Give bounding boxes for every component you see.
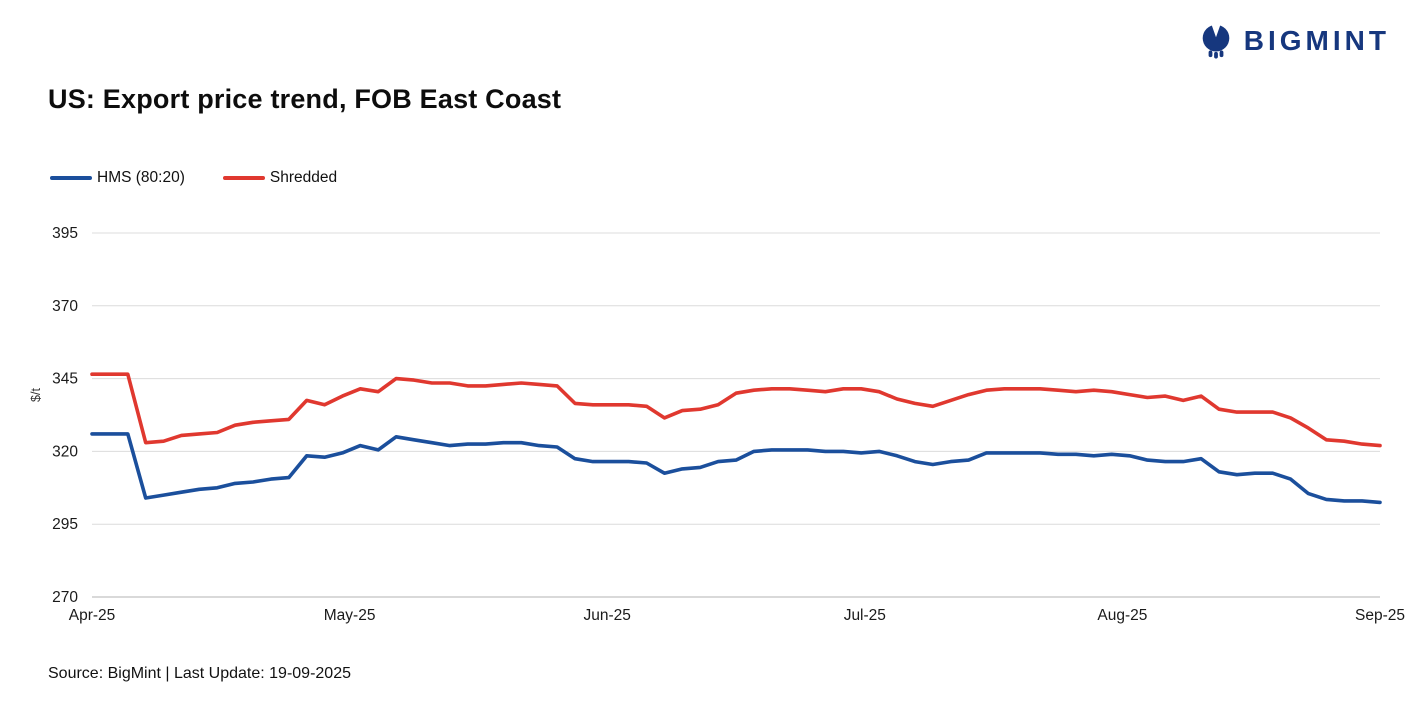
legend-swatch-shredded <box>222 176 265 180</box>
y-tick-label: 320 <box>52 443 78 460</box>
y-tick-label: 370 <box>52 298 78 315</box>
chart-area: 270 295 320 345 370 395 Apr-25 May-25 Jun-25 Jul-… <box>0 200 1416 640</box>
brand-logo: BIGMINT <box>1197 22 1390 60</box>
y-tick-label: 270 <box>52 589 78 606</box>
price-chart: 270 295 320 345 370 395 Apr-25 May-25 Jun-25 Jul-… <box>52 225 1405 624</box>
series-line-hms <box>90 432 1382 505</box>
x-tick-label: Sep-25 <box>1355 607 1405 624</box>
legend-item-hms: HMS (80:20) <box>50 166 185 190</box>
legend-label-shredded: Shredded <box>269 169 338 186</box>
legend-label-hms: HMS (80:20) <box>97 169 185 186</box>
y-tick-label: 395 <box>52 225 78 242</box>
x-tick-label: Jun-25 <box>583 607 630 624</box>
legend-item-shredded: Shredded <box>222 166 338 190</box>
chart-legend: HMS (80:20) Shredded <box>50 166 337 190</box>
y-tick-label: 295 <box>52 516 78 533</box>
x-tick-label: Apr-25 <box>69 607 116 624</box>
x-tick-label: Jul-25 <box>844 607 886 624</box>
bigmint-logo-icon <box>1202 24 1230 59</box>
x-tick-label: May-25 <box>324 607 376 624</box>
x-tick-label: Aug-25 <box>1097 607 1147 624</box>
source-note: Source: BigMint | Last Update: 19-09-202… <box>48 665 351 682</box>
y-tick-label: 345 <box>52 371 78 388</box>
series-line-shredded <box>90 372 1382 448</box>
logo-text: BIGMINT <box>1243 25 1390 56</box>
legend-swatch-hms <box>50 176 92 180</box>
page-title: US: Export price trend, FOB East Coast <box>48 84 562 114</box>
